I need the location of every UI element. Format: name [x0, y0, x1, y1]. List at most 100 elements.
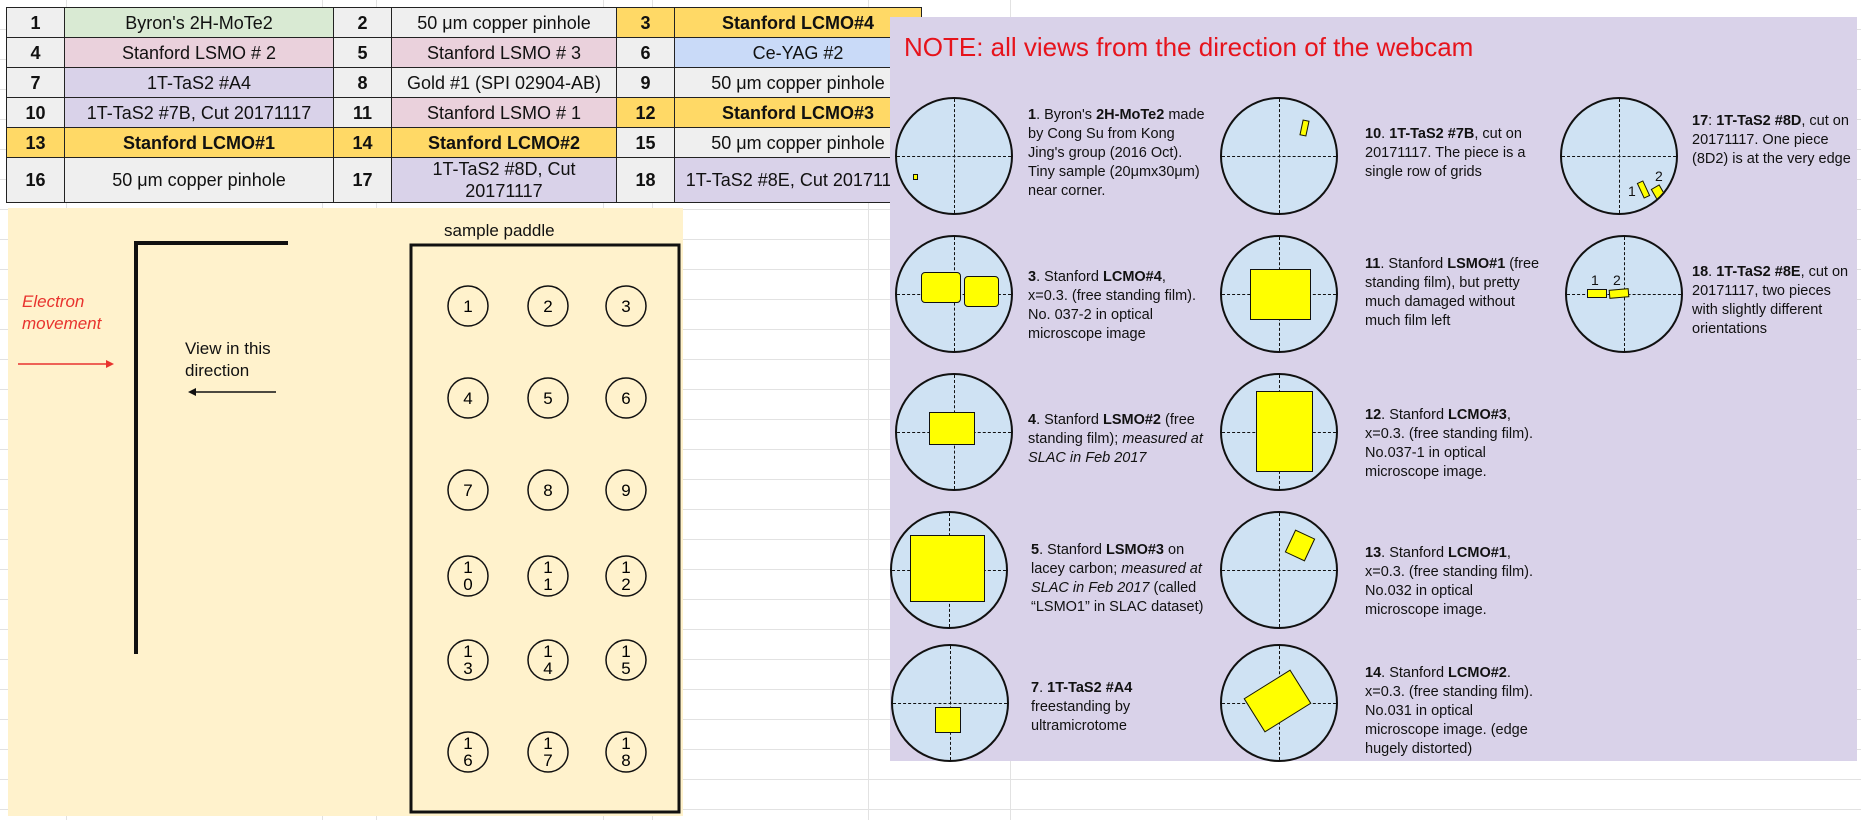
sample-piece	[1608, 288, 1630, 299]
table-cell-number[interactable]: 9	[616, 67, 675, 98]
table-cell-number[interactable]: 3	[616, 7, 675, 38]
table-cell-sample[interactable]: 1T-TaS2 #7B, Cut 20171117	[64, 97, 334, 128]
note-text: 2H-MoTe2	[1096, 107, 1165, 123]
sample-piece	[1284, 529, 1316, 562]
table-cell-sample[interactable]: Stanford LCMO#4	[674, 7, 922, 38]
table-cell-sample[interactable]: 50 μm copper pinhole	[674, 127, 922, 158]
table-cell-number[interactable]: 7	[6, 67, 65, 98]
note-number: 18	[1692, 264, 1709, 280]
note-text: , x=0.3. (free standing film). No.037-1 …	[1365, 407, 1534, 480]
note-number: 12	[1365, 407, 1382, 423]
note-text: , cut on 20171117. One piece (8D2) is at…	[1692, 113, 1851, 167]
note-number: 1	[1028, 107, 1037, 123]
table-cell-number[interactable]: 17	[333, 157, 392, 203]
note-separator: .	[1380, 256, 1389, 272]
paddle-slot	[605, 285, 647, 327]
table-cell-sample[interactable]: Stanford LSMO # 1	[391, 97, 617, 128]
note-number: 17	[1692, 113, 1709, 129]
table-cell-number[interactable]: 14	[333, 127, 392, 158]
note-separator: .	[1039, 542, 1048, 558]
table-cell-sample[interactable]: Stanford LCMO#2	[391, 127, 617, 158]
table-cell-sample[interactable]: 1T-TaS2 #8D, Cut 20171117	[391, 157, 617, 203]
paddle-label: sample paddle	[444, 221, 555, 240]
note-text: LCMO#1	[1448, 545, 1507, 561]
notes-panel: NOTE: all views from the direction of th…	[890, 17, 1857, 762]
table-cell-number[interactable]: 13	[6, 127, 65, 158]
paddle-slot	[605, 469, 647, 511]
note-number: 13	[1365, 545, 1382, 561]
note-text: LSMO#2	[1102, 412, 1161, 428]
table-cell-sample[interactable]: 1T-TaS2 #8E, Cut 20171117	[674, 157, 922, 203]
note-text: Stanford	[1044, 269, 1103, 285]
note-text: , x=0.3. (free standing film). No. 037-2…	[1028, 269, 1197, 342]
table-cell-number[interactable]: 5	[333, 37, 392, 68]
table-cell-sample[interactable]: 50 μm copper pinhole	[64, 157, 334, 203]
note-separator: .	[1381, 126, 1390, 142]
note-text: Stanford	[1389, 545, 1449, 561]
table-cell-sample[interactable]: Stanford LSMO # 2	[64, 37, 334, 68]
sample-piece	[929, 412, 975, 445]
note-text: freestanding by ultramicrotome	[1031, 699, 1131, 734]
note-item-14: 14. Stanford LCMO#2. x=0.3. (free standi…	[1365, 664, 1545, 759]
note-text: (called “LSMO1” in SLAC dataset)	[1031, 580, 1204, 615]
table-cell-number[interactable]: 11	[333, 97, 392, 128]
table-cell-number[interactable]: 8	[333, 67, 392, 98]
note-item-7: 7. 1T-TaS2 #A4 freestanding by ultramicr…	[1031, 679, 1211, 736]
table-cell-sample[interactable]: 50 μm copper pinhole	[674, 67, 922, 98]
note-number: 4	[1028, 412, 1037, 428]
table-cell-sample[interactable]: Stanford LSMO # 3	[391, 37, 617, 68]
paddle-slot	[605, 639, 647, 681]
sample-table: 1 Byron's 2H-MoTe2 2 50 μm copper pinhole 3 S…	[6, 7, 922, 203]
table-cell-number[interactable]: 16	[6, 157, 65, 203]
sample-view-1	[895, 97, 1013, 215]
table-cell-number[interactable]: 1	[6, 7, 65, 38]
sample-piece	[921, 272, 961, 303]
table-cell-number[interactable]: 10	[6, 97, 65, 128]
sample-view-17: 1 2	[1560, 97, 1678, 215]
paddle-slot-label: 1	[463, 297, 472, 316]
note-item-10: 10. 1T-TaS2 #7B, cut on 20171117. The pi…	[1365, 125, 1545, 182]
table-cell-number[interactable]: 2	[333, 7, 392, 38]
sample-view-10	[1220, 97, 1338, 215]
table-cell-sample[interactable]: Ce-YAG #2	[674, 37, 922, 68]
paddle-slot	[527, 285, 569, 327]
paddle-frame	[409, 243, 681, 814]
paddle-slot-label: 6	[621, 389, 630, 408]
note-separator: .	[1381, 407, 1390, 423]
note-number: 7	[1031, 680, 1040, 696]
note-text: (free standing film), but pretty much da…	[1365, 256, 1540, 329]
table-cell-number[interactable]: 18	[616, 157, 675, 203]
table-cell-number[interactable]: 12	[616, 97, 675, 128]
piece-label: 1	[1628, 183, 1636, 199]
note-text: LCMO#3	[1448, 407, 1507, 423]
table-cell-number[interactable]: 4	[6, 37, 65, 68]
table-cell-sample[interactable]: Gold #1 (SPI 02904-AB)	[391, 67, 617, 98]
note-item-17: 17: 1T-TaS2 #8D, cut on 20171117. One pi…	[1692, 112, 1857, 169]
sample-view-12	[1220, 373, 1338, 491]
note-separator: .	[1036, 412, 1045, 428]
paddle-slot-label: 4	[463, 389, 472, 408]
table-cell-sample[interactable]: Byron's 2H-MoTe2	[64, 7, 334, 38]
table-cell-number[interactable]: 6	[616, 37, 675, 68]
electron-label-2: movement	[22, 314, 102, 333]
table-cell-number[interactable]: 15	[616, 127, 675, 158]
sample-piece	[913, 174, 918, 180]
paddle-slot	[527, 731, 569, 773]
table-cell-sample[interactable]: Stanford LCMO#1	[64, 127, 334, 158]
table-cell-sample[interactable]: Stanford LCMO#3	[674, 97, 922, 128]
table-cell-sample[interactable]: 1T-TaS2 #A4	[64, 67, 334, 98]
table-cell-sample[interactable]: 50 μm copper pinhole	[391, 7, 617, 38]
sample-piece	[1256, 391, 1313, 472]
sample-view-14	[1220, 644, 1338, 762]
paddle-slot-label: 9	[621, 481, 630, 500]
paddle-slot-label: 7	[463, 481, 472, 500]
paddle-slot	[527, 377, 569, 419]
sample-piece	[1650, 184, 1666, 200]
piece-label: 1	[1591, 272, 1599, 288]
table-row: 13 Stanford LCMO#1 14 Stanford LCMO#2 15 50 μ…	[6, 127, 922, 158]
note-text: 1T-TaS2 #A4	[1047, 680, 1133, 696]
